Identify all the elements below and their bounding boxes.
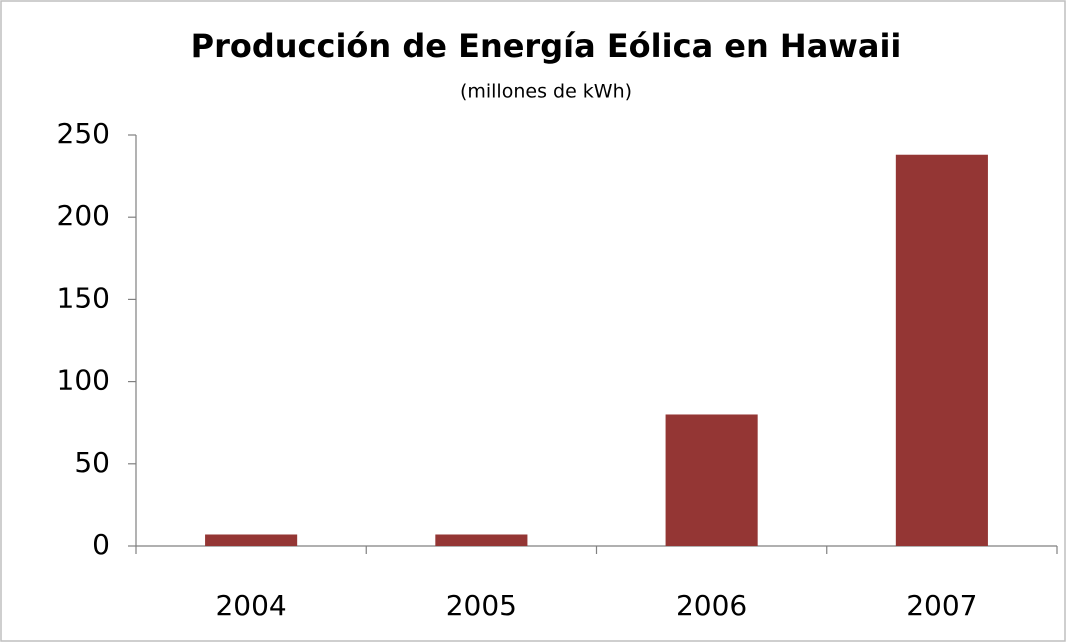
- y-tick-label: 250: [57, 117, 110, 150]
- chart-subtitle: (millones de kWh): [460, 81, 632, 103]
- chart-title: Producción de Energía Eólica en Hawaii: [191, 27, 902, 65]
- x-tick-label: 2006: [676, 589, 747, 622]
- bar: [205, 534, 298, 546]
- x-tick-label: 2005: [446, 589, 517, 622]
- x-tick-label: 2007: [906, 589, 977, 622]
- y-tick-label: 50: [74, 446, 110, 479]
- bar: [895, 154, 988, 546]
- x-tick-label: 2004: [215, 589, 286, 622]
- bar: [435, 534, 528, 546]
- y-tick-label: 0: [92, 528, 110, 561]
- y-tick-label: 100: [57, 364, 110, 397]
- y-tick-label: 150: [57, 281, 110, 314]
- bar: [665, 414, 758, 546]
- y-tick-label: 200: [57, 199, 110, 232]
